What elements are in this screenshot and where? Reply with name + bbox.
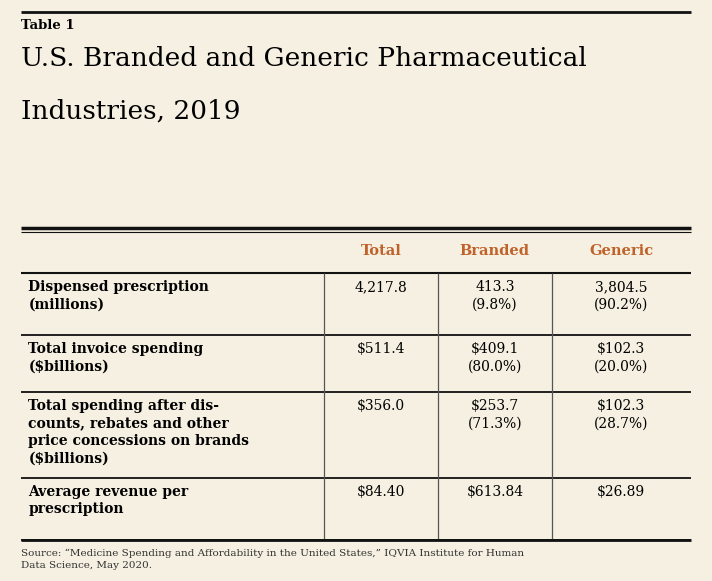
Text: Total spending after dis-
counts, rebates and other
price concessions on brands
: Total spending after dis- counts, rebate… — [28, 399, 249, 466]
Text: 413.3
(9.8%): 413.3 (9.8%) — [472, 280, 518, 312]
Text: Branded: Branded — [460, 244, 530, 259]
Text: Dispensed prescription
(millions): Dispensed prescription (millions) — [28, 280, 209, 312]
Text: Total invoice spending
($billions): Total invoice spending ($billions) — [28, 342, 204, 374]
Text: Average revenue per
prescription: Average revenue per prescription — [28, 485, 189, 517]
Text: $356.0: $356.0 — [357, 399, 405, 413]
Text: $102.3
(20.0%): $102.3 (20.0%) — [594, 342, 649, 374]
Text: $26.89: $26.89 — [597, 485, 645, 498]
Text: Table 1: Table 1 — [21, 19, 75, 32]
Text: $409.1
(80.0%): $409.1 (80.0%) — [468, 342, 522, 374]
Text: U.S. Branded and Generic Pharmaceutical: U.S. Branded and Generic Pharmaceutical — [21, 46, 587, 71]
Text: $511.4: $511.4 — [357, 342, 405, 356]
Text: Industries, 2019: Industries, 2019 — [21, 99, 241, 124]
Text: 3,804.5
(90.2%): 3,804.5 (90.2%) — [594, 280, 649, 312]
Text: Source: “Medicine Spending and Affordability in the United States,” IQVIA Instit: Source: “Medicine Spending and Affordabi… — [21, 548, 525, 569]
Text: $102.3
(28.7%): $102.3 (28.7%) — [594, 399, 649, 431]
Text: 4,217.8: 4,217.8 — [355, 280, 407, 294]
Text: Generic: Generic — [589, 244, 654, 259]
Text: $84.40: $84.40 — [357, 485, 405, 498]
Text: $613.84: $613.84 — [466, 485, 523, 498]
Text: Total: Total — [360, 244, 402, 259]
Text: $253.7
(71.3%): $253.7 (71.3%) — [468, 399, 522, 431]
